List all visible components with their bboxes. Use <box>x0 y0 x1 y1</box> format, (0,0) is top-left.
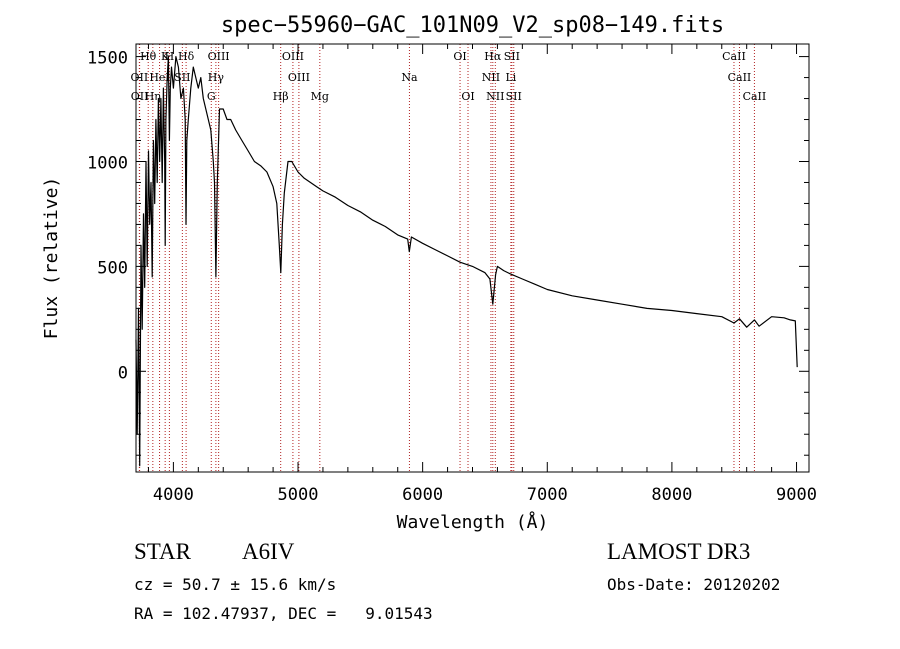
x-tick-label: 9000 <box>776 485 817 505</box>
spectral-line-label: Hβ <box>273 90 289 103</box>
spectral-line-label: NII <box>486 90 504 103</box>
spectral-line-label: OI <box>461 90 474 103</box>
ra-dec: RA = 102.47937, DEC = 9.01543 <box>134 604 433 623</box>
spectral-line-label: H <box>165 50 175 63</box>
line-labels: HθOIIOIIHηHeIKHSIIHδGHγOIIIHβOIIIOIIIMgN… <box>131 50 767 103</box>
x-axis-label: Wavelength (Å) <box>397 511 549 533</box>
spectral-line-label: OII <box>131 90 149 103</box>
x-tick-label: 7000 <box>527 485 568 505</box>
spectral-line-label: SII <box>504 50 520 63</box>
line-markers <box>138 44 755 472</box>
y-tick-label: 500 <box>97 258 128 278</box>
x-tick-label: 5000 <box>278 485 319 505</box>
spectral-line-label: K <box>161 50 170 63</box>
series-layer <box>135 55 798 467</box>
spectral-line-label: CaII <box>728 71 752 84</box>
y-tick-label: 0 <box>118 363 128 383</box>
axis-ticks: 4000 5000 6000 7000 8000 9000 0 500 1000 1500 <box>87 44 817 505</box>
spectral-line-label: CaII <box>743 90 767 103</box>
plot-frame <box>135 43 810 473</box>
spectral-line-label: OIII <box>208 50 230 63</box>
spectral-line-label: CaII <box>722 50 746 63</box>
x-tick-label: 8000 <box>651 485 692 505</box>
spectral-line-label: Li <box>505 71 516 84</box>
x-tick-label: 4000 <box>153 485 194 505</box>
survey-name: LAMOST DR3 <box>607 539 751 564</box>
spectral-line-label: OIII <box>288 71 310 84</box>
spectral-line-label: OIII <box>282 50 304 63</box>
spectral-line-label: OII <box>131 71 149 84</box>
spectral-line-label: Hγ <box>208 71 225 84</box>
object-subclass: A6IV <box>242 539 295 564</box>
spectral-line-label: G <box>207 90 216 103</box>
spectral-line-label: HeI <box>149 71 169 84</box>
spectral-line-label: OI <box>453 50 466 63</box>
y-tick-label: 1000 <box>87 153 128 173</box>
spectral-line-label: SII <box>506 90 522 103</box>
spectrum-line <box>135 55 798 467</box>
spectral-line-label: Hα <box>484 50 502 63</box>
spectral-line-label: Hη <box>145 90 161 103</box>
spectral-line-label: Mg <box>311 90 329 103</box>
observation-date: Obs-Date: 20120202 <box>607 575 781 594</box>
spectral-line-label: Na <box>401 71 418 84</box>
spectral-line-label: NII <box>482 71 500 84</box>
spectral-line-label: SII <box>174 71 190 84</box>
y-axis-label: Flux (relative) <box>41 177 62 340</box>
redshift-cz: cz = 50.7 ± 15.6 km/s <box>134 575 337 594</box>
object-class: STAR <box>134 539 191 564</box>
x-tick-label: 6000 <box>402 485 443 505</box>
spectral-line-label: Hθ <box>140 50 157 63</box>
spectral-line-label: Hδ <box>178 50 195 63</box>
y-tick-label: 1500 <box>87 49 128 69</box>
chart-title: spec−55960−GAC_101N09_V2_sp08−149.fits <box>221 13 724 38</box>
